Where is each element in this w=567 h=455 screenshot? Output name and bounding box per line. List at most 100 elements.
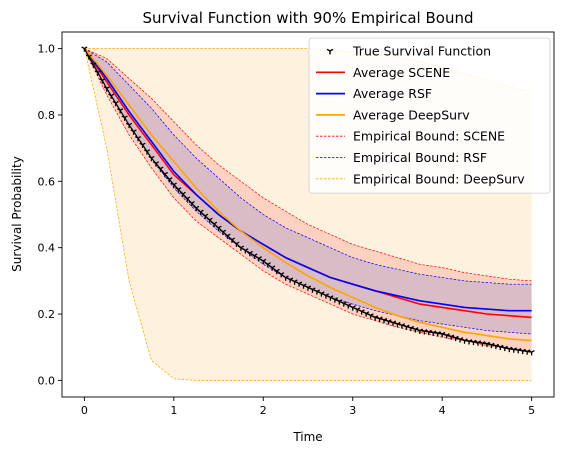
true-survival-marker — [81, 46, 88, 52]
true-survival-marker — [430, 330, 437, 336]
legend: True Survival Function Average SCENE Avera… — [308, 37, 551, 194]
true-survival-marker — [121, 115, 128, 121]
true-survival-marker — [304, 285, 312, 291]
true-survival-marker — [506, 346, 513, 353]
true-survival-marker — [340, 301, 347, 307]
true-survival-marker — [134, 136, 142, 142]
empirical-bound-deepsurv-lower — [84, 48, 532, 381]
empirical-bound-scene-fill — [84, 48, 532, 353]
true-survival-marker — [497, 344, 504, 351]
true-survival-marker — [103, 86, 110, 92]
empirical-bound-rsf-upper — [84, 48, 532, 285]
true-survival-marker — [407, 325, 414, 332]
legend-marker-true-survival-function — [326, 48, 334, 55]
x-tick-label: 5 — [528, 404, 535, 417]
true-survival-marker — [112, 100, 119, 107]
true-survival-marker — [385, 319, 392, 325]
true-survival-marker — [524, 349, 531, 355]
empirical-bound-scene-lower — [84, 48, 532, 353]
true-survival-marker — [193, 205, 200, 212]
legend-label-true-survival-function: True Survival Function — [352, 44, 491, 59]
true-survival-marker — [157, 166, 164, 172]
y-tick-label: 0.4 — [38, 242, 56, 255]
x-tick-label: 4 — [439, 404, 446, 417]
true-survival-marker — [528, 350, 535, 356]
true-survival-marker — [143, 149, 151, 155]
true-survival-marker — [295, 281, 303, 287]
true-survival-marker — [421, 329, 428, 335]
true-survival-marker — [269, 265, 276, 271]
empirical-bound-rsf-fill — [84, 48, 532, 334]
true-survival-markers — [81, 46, 535, 356]
true-survival-marker — [501, 345, 508, 352]
true-survival-marker — [148, 155, 155, 162]
y-tick-label: 0.0 — [38, 374, 56, 387]
true-survival-marker — [398, 323, 406, 329]
true-survival-marker — [452, 335, 459, 342]
x-tick-label: 0 — [81, 404, 88, 417]
x-tick-label: 1 — [170, 404, 177, 417]
true-survival-marker — [327, 295, 334, 301]
true-survival-marker — [117, 108, 124, 114]
true-survival-marker — [331, 297, 338, 303]
true-survival-marker — [309, 287, 316, 293]
true-survival-marker — [470, 339, 477, 346]
true-survival-marker — [336, 299, 343, 305]
true-survival-marker — [219, 229, 227, 235]
true-survival-marker — [313, 289, 321, 295]
average-lines — [83, 48, 532, 342]
true-survival-marker — [492, 343, 499, 350]
empirical-bound-scene-upper — [84, 48, 532, 282]
true-survival-marker — [85, 54, 92, 60]
true-survival-marker — [479, 341, 486, 347]
true-survival-marker — [515, 348, 522, 354]
true-survival-marker — [228, 237, 236, 243]
true-survival-marker — [130, 129, 137, 135]
true-survival-marker — [260, 258, 267, 265]
true-survival-marker — [188, 201, 195, 207]
true-survival-marker — [179, 191, 186, 198]
true-survival-marker — [273, 268, 280, 275]
average-rsf-line — [83, 48, 532, 312]
true-survival-marker — [206, 217, 213, 224]
true-survival-marker — [197, 209, 204, 216]
legend-label-empirical-bound-deepsurv: Empirical Bound: DeepSurv — [353, 171, 525, 186]
true-survival-marker — [94, 70, 101, 76]
y-axis-label: Survival Probability — [10, 156, 24, 272]
true-survival-marker — [210, 221, 218, 227]
true-survival-marker — [215, 225, 222, 231]
true-survival-marker — [224, 233, 231, 239]
true-survival-marker — [403, 324, 410, 330]
y-tick-label: 0.6 — [38, 175, 56, 188]
true-survival-marker — [345, 303, 352, 309]
plot-frame — [61, 31, 555, 398]
true-survival-marker — [434, 331, 441, 337]
x-tick-label: 2 — [260, 404, 267, 417]
true-survival-marker — [371, 315, 379, 321]
true-survival-marker — [233, 241, 240, 247]
true-survival-marker — [363, 311, 370, 317]
true-survival-marker — [389, 320, 397, 326]
true-survival-marker — [461, 338, 468, 344]
true-survival-marker — [510, 347, 517, 353]
x-axis-label: Time — [292, 430, 322, 444]
true-survival-marker — [456, 337, 464, 343]
legend-label-empirical-bound-rsf: Empirical Bound: RSF — [353, 150, 487, 165]
true-survival-marker — [474, 340, 482, 346]
true-survival-marker — [349, 305, 356, 311]
true-survival-marker — [255, 256, 262, 262]
true-survival-marker — [354, 307, 361, 313]
true-survival-marker — [380, 317, 388, 324]
true-survival-marker — [184, 196, 191, 202]
true-survival-marker — [448, 334, 455, 340]
true-survival-marker — [416, 328, 423, 334]
y-tick-label: 1.0 — [38, 43, 56, 56]
true-survival-marker — [367, 313, 374, 319]
true-survival-marker — [251, 253, 258, 259]
x-axis-ticks: 0 1 2 3 4 5 — [81, 397, 535, 417]
true-survival-marker — [246, 250, 253, 257]
true-survival-marker — [170, 182, 177, 188]
true-survival-marker — [519, 348, 526, 355]
true-survival-marker — [322, 293, 329, 299]
true-survival-marker — [161, 171, 168, 178]
